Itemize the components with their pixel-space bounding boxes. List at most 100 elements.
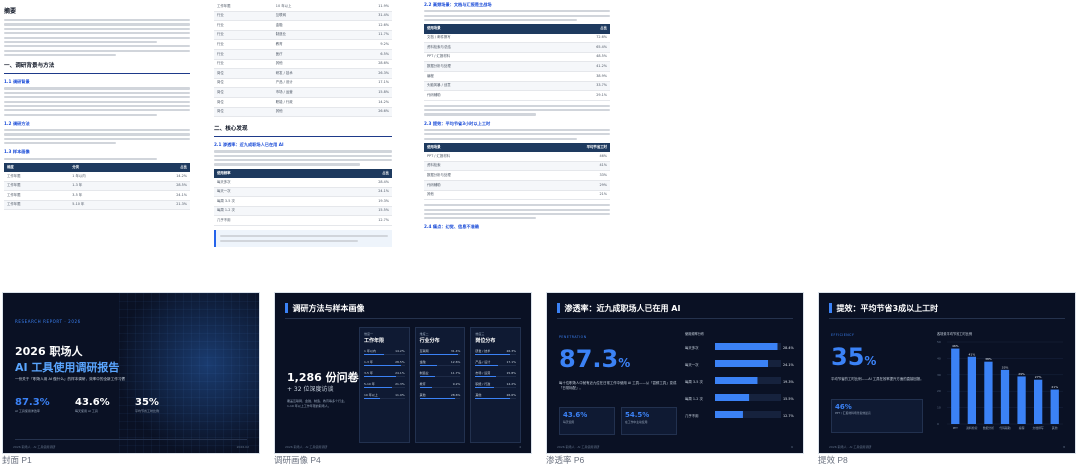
bar (1034, 379, 1043, 424)
y-tick-label: 20 (937, 389, 941, 393)
item-label: 市场 / 运营 (475, 370, 491, 375)
table-cell: 3-5 年 (69, 190, 134, 201)
table-cell: 每周 1-2 次 (214, 206, 319, 217)
footer-page: 8 (1063, 445, 1065, 449)
item-value: 9.2% (452, 381, 461, 386)
slide-title: 渗透率：近九成职场人已在用 AI (564, 303, 681, 313)
frequency-bar-chart: 每天多次 28.4% 每天一次 24.1% 每周 3-5 次 19.3% 每周 1-2 次 1… (685, 343, 795, 418)
table-cell: 29.1% (542, 90, 610, 101)
progress-track (364, 386, 405, 389)
table-row: 文档 / 邮件撰写 72.6% (424, 33, 610, 44)
metric-value: 35% (831, 343, 876, 371)
list-item: 5-10 年 21.3% (364, 382, 405, 386)
table-row: 其他 21% (424, 190, 610, 201)
table-cell: 每天一次 (214, 187, 319, 198)
slide-thumbnail-efficiency[interactable]: 提效：平均节省3成以上工时 EFFICIENCY 35% 平均节省的工时比例——… (818, 292, 1076, 454)
progress-fill (364, 364, 401, 367)
slide-thumbnail-penetration[interactable]: 渗透率：近九成职场人已在用 AI PENETRATION 87.3% 每十位职场… (546, 292, 804, 454)
table-row: 岗位 产品 / 设计 17.1% (214, 78, 392, 89)
table-row: 工作年限 1 年以内 14.2% (4, 172, 190, 182)
table-header: 维度 (4, 162, 70, 173)
footer-page: 2026.02 (236, 445, 249, 449)
table-cell: 29% (522, 180, 610, 191)
table-row: 每天一次 24.1% (214, 187, 392, 198)
progress-track (419, 364, 461, 367)
table-cell: 几乎不用 (214, 215, 319, 226)
slide-header: 提效：平均节省3成以上工时 (829, 301, 1065, 315)
footer-text: 2026 职场人 · AI 工具使用调研 (285, 445, 328, 449)
cover-grid-pattern (119, 293, 259, 453)
subsection-2-2: 2.2 高频场景：文档与汇报是主战场 (424, 2, 492, 7)
progress-fill (419, 364, 437, 367)
slide-thumbnail-cover[interactable]: RESEARCH REPORT · 2026 2026 职场人 AI 工具使用调… (2, 292, 260, 454)
table-cell: 其他 (424, 190, 523, 201)
list-item: 制造业 11.7% (420, 371, 461, 375)
progress-track (475, 375, 517, 378)
table-cell: 15.8% (341, 87, 392, 98)
data-label: 28.4% (783, 346, 795, 350)
metric-number: 35 (831, 343, 865, 371)
efficiency-bar-chart: 0 10 20 30 40 50 46% PPT 41% 资料检索 38% 数据分析 33% 代码辅助 29… (937, 340, 1063, 430)
list-item: 3-5 年 24.1% (364, 371, 405, 375)
table-cell: 21.3% (134, 200, 190, 211)
footer-text: 2026 职场人 · AI 工具使用调研 (557, 445, 600, 449)
column-title: 工作年限 (364, 338, 385, 344)
slide-header: 调研方法与样本画像 (285, 301, 521, 315)
highlight-value: 46% (835, 403, 852, 411)
table-row: 头脑风暴 / 创意 33.7% (424, 81, 610, 92)
table-cell: 12.7% (318, 215, 392, 226)
bar (1000, 369, 1010, 424)
table-cell: 其他 (272, 59, 342, 70)
data-label: 46% (952, 344, 959, 348)
thumbnail-caption: 调研画像 P4 (274, 455, 321, 465)
table-cell: 岗位 (214, 97, 273, 108)
table-cell: 制造业 (272, 30, 342, 41)
cover-title-line2: AI 工具使用调研报告 (15, 361, 120, 374)
footer-text: 2026 职场人 · AI 工具使用调研 (13, 445, 56, 449)
item-value: 11.9% (395, 392, 405, 397)
table-cell: 工作年限 (4, 172, 70, 182)
slide-thumbnail-method[interactable]: 调研方法与样本画像 1,286 份问卷 + 32 位深度访谈 覆盖互联网、金融、… (274, 292, 532, 454)
table-header: 占比 (134, 162, 190, 173)
bar (1050, 389, 1059, 424)
profile-column: 维度二 行业分布 互联网 31.4% 金融 12.6% 制造业 11.7% 教育 9.2% 其他 28… (414, 327, 466, 443)
cover-stat: 35% 平均节省工时比例 (135, 397, 179, 413)
table-cell: 19.3% (318, 196, 392, 207)
column-kicker: 维度二 (419, 332, 429, 336)
table-header: 占比 (542, 24, 610, 34)
table-row: 行业 互联网 31.4% (214, 11, 392, 22)
bar (967, 356, 976, 424)
stat-label: AI 工具使用渗透率 (15, 409, 40, 413)
table-cell: 72.6% (542, 33, 610, 44)
item-label: 1 年以内 (364, 348, 376, 353)
bar (984, 361, 993, 424)
table-cell: 28.4% (318, 178, 392, 188)
table-cell: 数据分析与处理 (424, 61, 543, 72)
item-value: 28.5% (395, 359, 405, 364)
table-row: 行业 其他 28.6% (214, 59, 392, 70)
metric-description: 每十位职场人中就有近九位在日常工作中使用 AI 工具——从「尝鲜工具」变成「日常… (559, 381, 677, 390)
mini-stat: 43.6% 每天使用 (559, 407, 615, 435)
cover-stat: 87.3% AI 工具使用渗透率 (15, 397, 59, 413)
table-cell: 11.9% (341, 2, 392, 12)
table-cell: 工作年限 (4, 190, 70, 201)
progress-track (419, 397, 461, 400)
mini-stat-value: 54.5% (625, 411, 650, 419)
progress-fill (475, 364, 499, 367)
item-value: 26.3% (506, 348, 517, 353)
bar-track (715, 411, 781, 418)
table-cell: 岗位 (214, 78, 273, 89)
table-row: 代码辅助 29% (424, 180, 610, 191)
footer-page: 4 (519, 445, 521, 449)
progress-track (419, 375, 461, 378)
table-cell: 市场 / 运营 (272, 87, 342, 98)
table-cell: 21% (522, 190, 610, 201)
item-value: 24.1% (395, 370, 405, 375)
table-cell: 12.6% (341, 20, 392, 31)
table-cell: 11.7% (341, 30, 392, 41)
document-preview-strip[interactable]: 摘要 一、调研背景与方法 1.1 调研背景 1.2 调研方法 1.3 样本画像 … (0, 0, 1080, 282)
table-cell: 46% (522, 152, 610, 162)
table-cell: 41% (522, 161, 610, 172)
table-cell: 9.2% (341, 39, 392, 50)
bar (715, 394, 750, 401)
